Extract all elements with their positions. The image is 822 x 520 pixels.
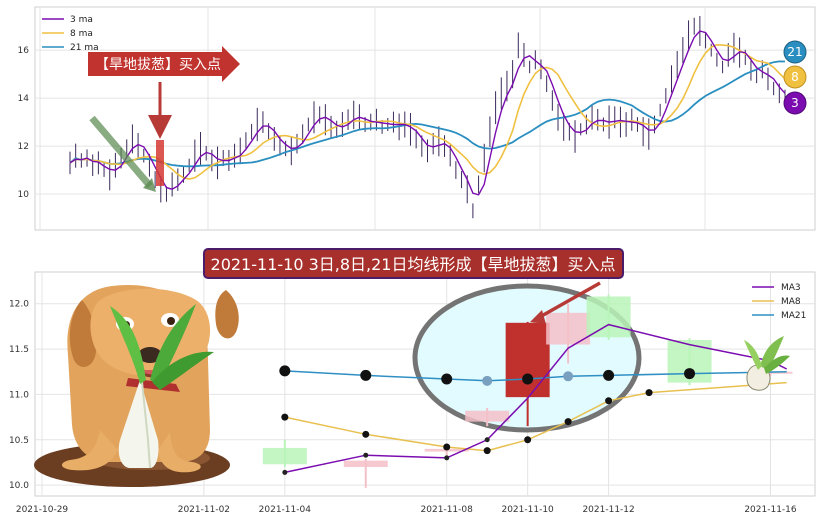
ellipse-pointer-arrowhead	[530, 310, 546, 324]
downtrend-arrowhead	[143, 178, 156, 192]
legend-label-MA21: MA21	[781, 311, 806, 321]
legend-label-3ma: 3 ma	[70, 15, 93, 25]
legend-label-21ma: 21 ma	[70, 43, 99, 53]
bottom-ma3-line	[284, 323, 788, 474]
bottom-candle-body	[465, 410, 510, 422]
legend-label-MA3: MA3	[781, 283, 801, 293]
ma21-marker	[482, 375, 493, 386]
bottom-candle-body	[586, 296, 631, 338]
badge-8-label: 8	[791, 70, 799, 84]
dog-with-leek-illustration	[34, 284, 239, 487]
leek-icon	[744, 336, 790, 391]
legend-label-MA8: MA8	[781, 297, 801, 307]
bottom-x-tick-label: 2021-11-02	[178, 505, 230, 515]
bottom-y-tick-label: 12.0	[9, 300, 29, 310]
top-legend: 3 ma 8 ma 21 ma	[42, 15, 99, 53]
ma21-marker	[563, 371, 574, 382]
bottom-x-tick-label: 2021-11-12	[582, 505, 634, 515]
top-ma21-line	[69, 60, 786, 168]
ellipse-pointer-arrow	[537, 281, 601, 320]
bottom-x-tick-label: 2021-11-10	[501, 505, 554, 515]
badge-21	[783, 40, 807, 64]
bottom-ma-markers	[279, 365, 696, 475]
top-plot-area	[34, 6, 816, 231]
ma-badges: 21 8 3	[783, 40, 807, 115]
ma21-marker	[684, 368, 696, 380]
top-signal-banner: 【旱地拔葱】买入点	[88, 46, 240, 82]
ma8-marker	[605, 397, 613, 405]
ma8-marker	[281, 413, 289, 421]
bottom-panel: 10.0 10.5 11.0 11.5 12.0 2021-10-29 2021-11-0…	[9, 248, 816, 515]
bottom-y-tick-label: 10.5	[9, 436, 29, 446]
ma8-marker	[362, 430, 370, 438]
top-y-tick-label: 14	[18, 94, 30, 104]
bottom-x-tick-label: 2021-11-08	[421, 505, 474, 515]
bottom-y-tick-label: 11.5	[9, 345, 29, 355]
badge-3	[783, 91, 807, 115]
ma21-marker	[603, 369, 615, 381]
ma3-marker	[282, 469, 288, 475]
banner-arrow-shape	[88, 46, 240, 82]
top-y-tick-label: 12	[18, 142, 29, 152]
bottom-y-tick-label: 10.0	[9, 481, 29, 491]
bottom-y-ticks: 10.0 10.5 11.0 11.5 12.0	[9, 300, 29, 491]
ma8-marker	[564, 418, 572, 426]
badge-21-label: 21	[787, 45, 802, 59]
ma8-marker	[524, 436, 532, 444]
downtrend-arrow	[89, 115, 153, 189]
bottom-chart-title: 2021-11-10 3日,8日,21日均线形成【旱地拔葱】买入点	[211, 255, 616, 274]
ma3-marker	[444, 455, 450, 461]
top-y-tick-label: 10	[18, 190, 30, 200]
top-ma8-line	[69, 43, 786, 180]
bottom-legend: MA3 MA8 MA21	[752, 283, 806, 321]
bottom-x-ticks: 2021-10-29 2021-11-02 2021-11-04 2021-11-08…	[16, 505, 797, 515]
bottom-candle-body	[262, 447, 307, 465]
top-y-ticks: 10 12 14 16	[18, 46, 30, 200]
ma3-marker	[484, 437, 490, 443]
ma3-marker	[363, 452, 369, 458]
ma8-marker	[443, 443, 451, 451]
ma21-marker	[441, 373, 453, 385]
banner-text: 【旱地拔葱】买入点	[95, 57, 221, 73]
bottom-y-tick-label: 11.0	[9, 390, 29, 400]
bottom-x-tick-label: 2021-11-16	[744, 505, 797, 515]
legend-label-8ma: 8 ma	[70, 29, 93, 39]
bottom-candle-body	[343, 460, 388, 467]
bottom-x-tick-label: 2021-11-04	[259, 505, 312, 515]
top-signal-candle	[156, 140, 164, 186]
ma21-marker	[360, 369, 372, 381]
badge-8	[783, 65, 807, 89]
top-panel: 10 12 14 16 3 ma 8 ma 21 ma 【旱地拔葱】买入点 21 8	[18, 6, 816, 231]
ma21-marker	[522, 373, 534, 385]
ma21-marker	[279, 365, 291, 377]
badge-3-label: 3	[791, 96, 799, 110]
top-y-tick-label: 16	[18, 46, 30, 56]
bottom-x-tick-label: 2021-10-29	[16, 505, 69, 515]
title-banner	[203, 248, 624, 279]
ma8-marker	[645, 389, 653, 397]
top-grid	[35, 7, 815, 230]
bottom-candle-body	[505, 322, 550, 398]
ma8-marker	[483, 447, 491, 455]
top-ma3-line	[69, 30, 786, 196]
